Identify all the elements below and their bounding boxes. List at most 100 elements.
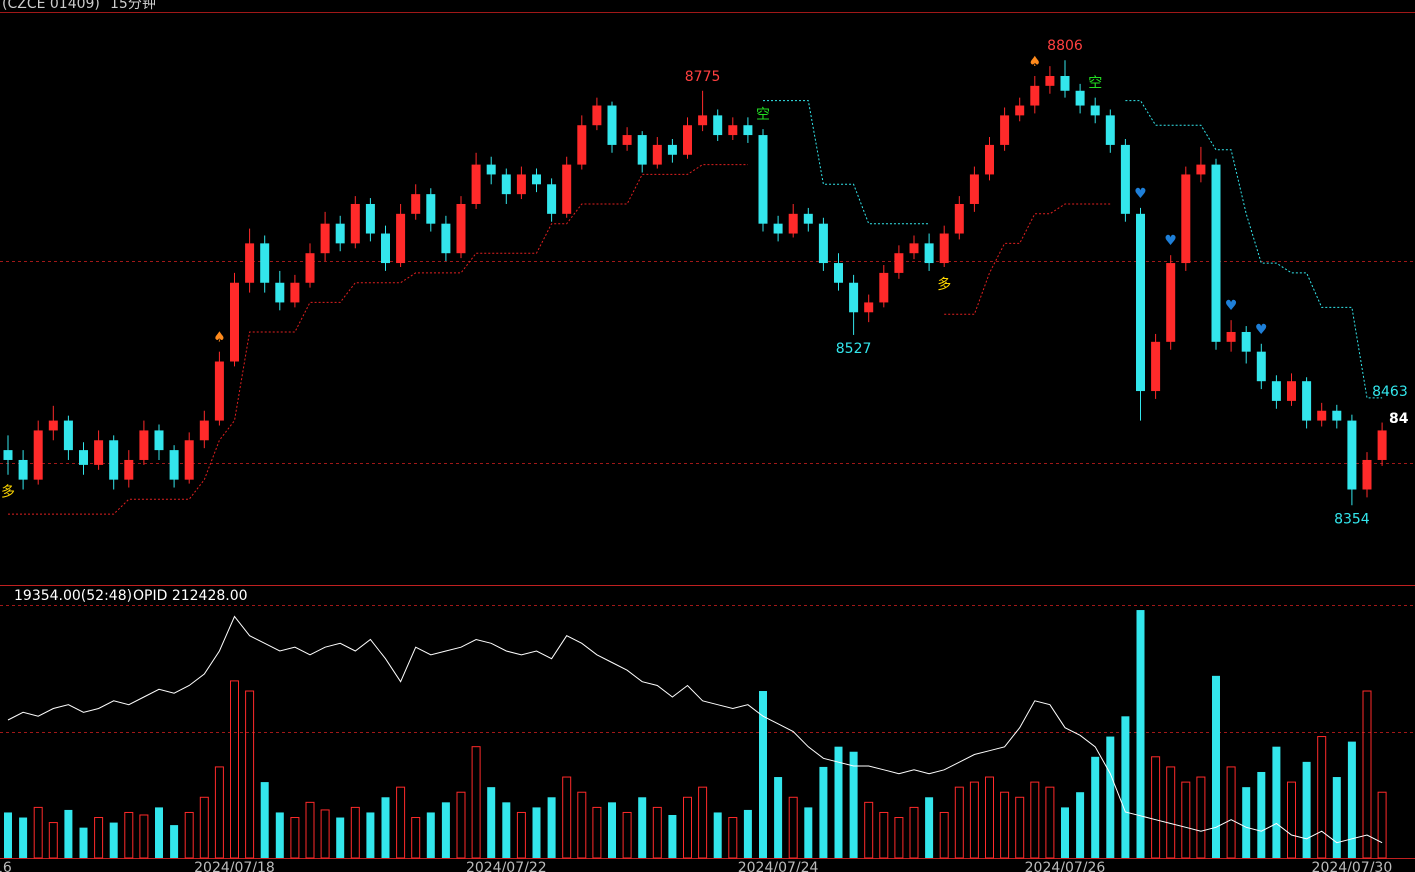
volume-bar <box>170 825 179 858</box>
volume-bar <box>456 791 466 859</box>
candle-body <box>1271 381 1281 401</box>
price-label: 8527 <box>836 341 872 357</box>
volume-header: 19354.00(52:48) <box>14 588 132 604</box>
volume-bar <box>1030 781 1040 859</box>
volume-bar <box>1045 786 1055 859</box>
volume-bar <box>245 690 255 859</box>
volume-bar <box>350 806 360 859</box>
volume-bar <box>1106 736 1115 858</box>
volume-bar <box>788 796 798 859</box>
volume-bar <box>1302 761 1311 858</box>
volume-bar <box>1377 791 1387 859</box>
candle-body <box>1256 351 1266 382</box>
volume-bar <box>411 817 421 859</box>
volume-bar <box>1166 766 1176 859</box>
volume-bar <box>155 807 163 858</box>
oi-header: OPID 212428.00 <box>133 588 248 604</box>
candle-body <box>1362 459 1372 490</box>
candle-body <box>1287 381 1296 401</box>
x-tick-label: 2024/07/22 <box>466 860 547 872</box>
candle-body <box>924 243 934 264</box>
candle-body <box>1000 115 1010 145</box>
price-label: 8354 <box>1334 511 1370 527</box>
candle-body <box>471 164 481 204</box>
candle-body <box>124 459 134 480</box>
candle-body <box>894 253 904 273</box>
volume-bar <box>1257 771 1266 858</box>
volume-bar <box>48 822 58 859</box>
candle-body <box>396 213 406 264</box>
volume-bar <box>199 796 209 859</box>
candle-body <box>335 223 345 244</box>
candle-body <box>985 144 994 175</box>
candle-body <box>547 184 557 214</box>
candle-body <box>305 253 315 283</box>
volume-bar <box>1212 675 1220 858</box>
candle-body <box>864 302 874 313</box>
volume-bar <box>954 786 964 859</box>
candle-body <box>3 450 13 460</box>
volume-bar <box>1121 716 1130 858</box>
candle-body <box>1151 341 1161 392</box>
candle-body <box>48 420 58 431</box>
candle-body <box>1332 410 1342 421</box>
signal-marker: ♠ <box>1029 54 1042 70</box>
volume-bar <box>1136 610 1145 858</box>
candle-body <box>1060 75 1070 91</box>
candle-body <box>1090 105 1100 116</box>
candle-body <box>441 223 451 254</box>
candle-body <box>683 125 692 155</box>
candle-body <box>879 272 889 303</box>
candle-body <box>698 115 708 126</box>
candle-body <box>1045 75 1055 86</box>
volume-bar <box>502 802 511 858</box>
volume-bar <box>381 797 390 858</box>
period-selector[interactable]: 15分钟 <box>110 0 156 12</box>
candle-body <box>969 174 979 204</box>
candle-body <box>350 203 360 244</box>
volume-bar <box>698 786 708 859</box>
volume-bar <box>804 807 813 858</box>
volume-bar <box>139 814 149 859</box>
x-tick-label: 2024/07/26 <box>1025 860 1106 872</box>
candle-body <box>1166 263 1176 342</box>
candle-body <box>456 203 466 254</box>
volume-bar <box>336 817 345 858</box>
volume-bar <box>879 811 889 859</box>
volume-bar <box>592 806 602 859</box>
volume-bar <box>441 802 450 858</box>
volume-bar <box>683 796 692 859</box>
candle-body <box>290 282 300 303</box>
signal-marker: 空 <box>756 107 770 123</box>
volume-bar <box>969 781 979 859</box>
volume-bar <box>939 811 949 859</box>
candle-body <box>411 194 421 214</box>
volume-bar <box>638 797 647 858</box>
oi-line <box>7 615 1383 844</box>
candle-body <box>1136 213 1145 392</box>
volume-bar <box>1287 781 1296 859</box>
candle-body <box>381 233 390 264</box>
candle-body <box>607 105 617 145</box>
volume-bar <box>1061 807 1069 858</box>
volume-bar <box>834 746 843 858</box>
signal-marker: 多 <box>1 484 15 501</box>
candle-body <box>275 282 285 303</box>
volume-bar <box>743 809 752 858</box>
x-tick-label: 16 <box>0 860 12 872</box>
price-label: 8463 <box>1372 384 1408 400</box>
volume-bar <box>925 797 934 858</box>
candle-body <box>501 174 511 195</box>
candle-body <box>1196 164 1206 175</box>
volume-bar <box>94 817 104 859</box>
price-label: 8775 <box>685 69 721 85</box>
candle-body <box>758 135 768 224</box>
candle-body <box>1317 410 1327 421</box>
volume-bar <box>1317 736 1327 859</box>
volume-bar <box>1272 746 1281 858</box>
signal-marker: 多 <box>937 276 951 293</box>
candle-body <box>637 135 647 165</box>
candle-body <box>577 125 587 165</box>
volume-bar <box>426 812 435 858</box>
volume-bar <box>759 691 767 858</box>
